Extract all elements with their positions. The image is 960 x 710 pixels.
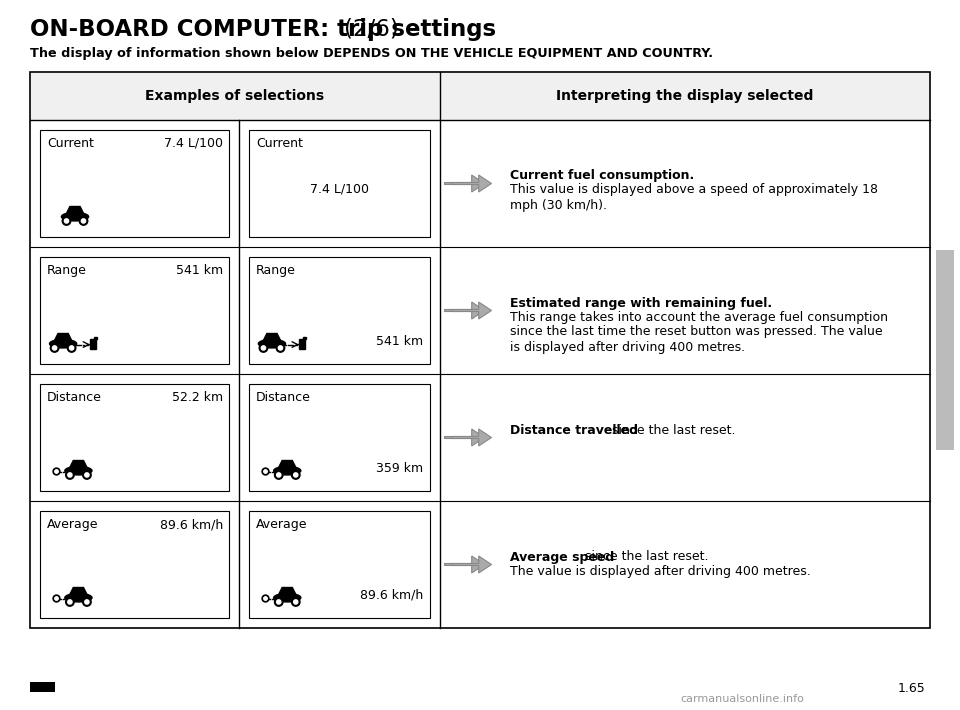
- Text: Estimated range with remaining fuel.: Estimated range with remaining fuel.: [510, 297, 772, 310]
- Polygon shape: [451, 302, 492, 319]
- Text: The display of information shown below DEPENDS ON THE VEHICLE EQUIPMENT AND COUN: The display of information shown below D…: [30, 47, 713, 60]
- Text: 1.65: 1.65: [898, 682, 925, 695]
- Text: since the last reset.: since the last reset.: [581, 550, 708, 564]
- Polygon shape: [70, 587, 87, 594]
- Text: Current: Current: [256, 137, 302, 150]
- Bar: [40, 130, 228, 237]
- Polygon shape: [444, 175, 485, 192]
- Polygon shape: [451, 175, 492, 192]
- Polygon shape: [278, 587, 296, 594]
- Circle shape: [275, 471, 283, 479]
- Circle shape: [261, 346, 266, 350]
- Circle shape: [65, 471, 74, 479]
- Circle shape: [68, 473, 72, 477]
- Ellipse shape: [61, 212, 88, 221]
- Circle shape: [64, 219, 68, 223]
- Bar: [936, 250, 954, 450]
- Text: 52.2 km: 52.2 km: [172, 391, 223, 404]
- Ellipse shape: [274, 594, 300, 602]
- Circle shape: [80, 217, 87, 225]
- Bar: [94, 337, 97, 339]
- Circle shape: [62, 217, 71, 225]
- Text: Average: Average: [256, 518, 307, 531]
- Circle shape: [278, 346, 282, 350]
- Circle shape: [292, 471, 300, 479]
- Text: Range: Range: [47, 264, 86, 277]
- Circle shape: [276, 473, 281, 477]
- Bar: [300, 339, 305, 349]
- Circle shape: [65, 598, 74, 606]
- Text: 7.4 L/100: 7.4 L/100: [310, 182, 369, 195]
- Bar: [249, 130, 429, 237]
- Circle shape: [67, 344, 76, 352]
- Ellipse shape: [50, 339, 77, 348]
- Text: 541 km: 541 km: [376, 335, 423, 348]
- Circle shape: [259, 344, 268, 352]
- Bar: [40, 257, 228, 364]
- Text: This value is displayed above a speed of approximately 18
mph (30 km/h).: This value is displayed above a speed of…: [510, 183, 877, 212]
- Circle shape: [275, 598, 283, 606]
- Circle shape: [68, 600, 72, 604]
- Text: carmanualsonline.info: carmanualsonline.info: [680, 694, 804, 704]
- Circle shape: [50, 344, 59, 352]
- Bar: [30, 682, 55, 692]
- Text: Current fuel consumption.: Current fuel consumption.: [510, 170, 694, 182]
- Circle shape: [83, 471, 91, 479]
- Circle shape: [69, 346, 74, 350]
- Bar: [31, 73, 440, 120]
- Ellipse shape: [65, 594, 92, 602]
- Circle shape: [276, 344, 285, 352]
- Circle shape: [82, 219, 85, 223]
- Circle shape: [294, 600, 298, 604]
- Ellipse shape: [274, 466, 300, 475]
- Polygon shape: [70, 461, 87, 467]
- Polygon shape: [66, 207, 84, 213]
- Bar: [249, 384, 429, 491]
- Polygon shape: [451, 556, 492, 573]
- Text: Examples of selections: Examples of selections: [145, 89, 324, 103]
- Text: Interpreting the display selected: Interpreting the display selected: [556, 89, 813, 103]
- Circle shape: [53, 346, 57, 350]
- Circle shape: [276, 600, 281, 604]
- Polygon shape: [278, 461, 296, 467]
- Bar: [40, 511, 228, 618]
- Polygon shape: [451, 429, 492, 446]
- Text: Current: Current: [47, 137, 94, 150]
- Circle shape: [84, 600, 89, 604]
- Circle shape: [83, 598, 91, 606]
- Text: Average: Average: [47, 518, 99, 531]
- Bar: [441, 73, 929, 120]
- Text: 7.4 L/100: 7.4 L/100: [164, 137, 223, 150]
- Circle shape: [292, 598, 300, 606]
- Bar: [302, 337, 306, 339]
- Text: Average speed: Average speed: [510, 550, 613, 564]
- Text: 89.6 km/h: 89.6 km/h: [159, 518, 223, 531]
- Text: Distance travelled: Distance travelled: [510, 423, 637, 437]
- Text: The value is displayed after driving 400 metres.: The value is displayed after driving 400…: [510, 564, 810, 577]
- Polygon shape: [444, 556, 485, 573]
- Polygon shape: [263, 334, 280, 340]
- Text: 89.6 km/h: 89.6 km/h: [360, 589, 423, 602]
- Circle shape: [84, 473, 89, 477]
- Polygon shape: [444, 302, 485, 319]
- Text: 541 km: 541 km: [176, 264, 223, 277]
- Polygon shape: [55, 334, 72, 340]
- Text: (2/6): (2/6): [344, 18, 398, 41]
- Bar: [249, 511, 429, 618]
- Bar: [40, 384, 228, 491]
- Text: since the last reset.: since the last reset.: [609, 423, 736, 437]
- Text: Distance: Distance: [256, 391, 311, 404]
- Bar: [249, 257, 429, 364]
- Ellipse shape: [258, 339, 285, 348]
- Text: Range: Range: [256, 264, 296, 277]
- Circle shape: [294, 473, 298, 477]
- Bar: [30, 72, 930, 628]
- Text: This range takes into account the average fuel consumption
since the last time t: This range takes into account the averag…: [510, 310, 887, 354]
- Text: 359 km: 359 km: [376, 462, 423, 475]
- Polygon shape: [444, 429, 485, 446]
- Bar: [90, 339, 96, 349]
- Text: Distance: Distance: [47, 391, 102, 404]
- Ellipse shape: [65, 466, 92, 475]
- Text: ON-BOARD COMPUTER: trip settings: ON-BOARD COMPUTER: trip settings: [30, 18, 504, 41]
